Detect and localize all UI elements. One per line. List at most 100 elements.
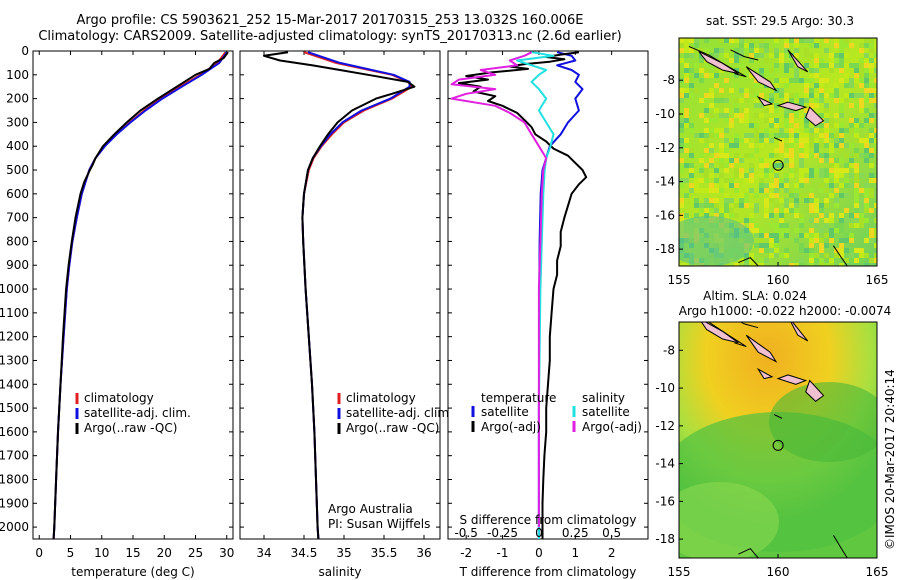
x-tick-label: 35.5 [371,546,398,560]
y-tick-label: -12 [655,419,675,433]
y-tick-label: -8 [663,343,675,357]
panel-2: 34 34.5 35 35.5 36 salinity climatologysatelli… [239,50,453,579]
x-axis-label: T difference from climatology [459,565,637,579]
legend-label: climatology [346,391,416,405]
coastline [832,535,848,558]
plot-frame [239,50,441,540]
x-tick-label: 160 [767,565,790,579]
y-tick-label: 500 [6,163,29,177]
x-tick-label: 0 [35,546,43,560]
y-tick-label: 900 [6,258,29,272]
x-tick-label: 5 [67,546,75,560]
y-tick-label: 1900 [0,496,29,510]
y-tick-label: 1300 [0,353,29,367]
x-tick-label: 10 [94,546,109,560]
island-shape [745,66,778,92]
legend-label: climatology [84,391,154,405]
legend-label: satellite-adj. clim. [346,406,453,420]
secondary-tick-label: 0 [535,526,543,540]
map-sla-subtitle: Argo h1000: -0.022 h2000: -0.0074 [679,304,892,318]
island-shape [805,379,825,402]
island-shape [787,49,809,73]
series-line-salinity-argo-adj [450,51,548,528]
y-tick-label: -14 [655,457,675,471]
x-tick-label: 1 [571,546,579,560]
legend-label: satellite-adj. clim. [84,406,191,420]
coastline [832,245,848,266]
x-tick-label: 25 [188,546,203,560]
x-tick-label: -1 [497,546,509,560]
legend-label: Argo(-adj) [582,420,642,434]
y-tick-label: 1100 [0,306,29,320]
y-tick-label: 1000 [0,282,29,296]
legend-label: satellite [582,405,630,419]
sla-low [769,382,877,462]
island-shape [773,137,783,142]
y-tick-label: 1700 [0,449,29,463]
x-tick-label: 0 [535,546,543,560]
legend-label: Argo(..raw -QC) [84,421,177,435]
y-tick-label: 1800 [0,472,29,486]
legend-header: temperature [481,391,556,405]
island-shape [773,414,783,419]
copyright-label: ©IMOS 20-Mar-2017 20:40:14 [883,369,897,550]
argo-float-marker [772,159,784,171]
annotation-line: PI: Susan Wijffels [328,517,430,531]
x-tick-label: 34 [256,546,271,560]
legend-header: salinity [582,391,625,405]
island-shape [745,334,778,363]
coastline [738,257,759,266]
figure-title-line-2: Climatology: CARS2009. Satellite-adjuste… [38,29,622,44]
island-shape [790,322,809,342]
legend-label: satellite [481,405,529,419]
y-tick-label: 600 [6,187,29,201]
x-axis-label: temperature (deg C) [71,565,194,579]
secondary-tick-label: 0.25 [562,526,589,540]
y-tick-label: 1200 [0,330,29,344]
annotation-line: Argo Australia [328,502,413,516]
x-tick-label: 30 [219,546,234,560]
y-tick-label: 2000 [0,520,29,534]
plot-frame [447,50,649,540]
y-tick-label: 700 [6,211,29,225]
map-sla: 155 160 165 -8 -10 -12 -14 -16 -18 [655,321,888,579]
map-sst: 155 160 165 -8 -10 -12 -14 -16 -18 [655,37,889,287]
map-field [679,38,877,266]
panel-3: -2 -1 0 1 2 T difference from climatology temp… [447,50,649,579]
y-tick-label: 1400 [0,377,29,391]
panel-1: 0100200300400500600700800900100011001200… [0,44,234,579]
x-tick-label: 36 [416,546,431,560]
y-tick-label: 200 [6,92,29,106]
y-tick-label: -10 [655,381,675,395]
figure-title-line-1: Argo profile: CS 5903621_252 15-Mar-2017… [76,13,584,28]
y-tick-label: 300 [6,115,29,129]
x-tick-label: -2 [460,546,472,560]
x-tick-label: 165 [866,273,889,287]
secondary-axis-label: S difference from climatology [460,513,637,527]
y-tick-label: -10 [655,107,675,121]
x-axis-label: salinity [318,565,361,579]
y-tick-label: 1500 [0,401,29,415]
series-line-argo-raw-qc [52,51,229,540]
y-tick-label: -14 [655,175,675,189]
map-field [679,322,877,558]
y-tick-label: -8 [663,73,675,87]
y-tick-label: -16 [655,494,675,508]
map-sla-title: Altim. SLA: 0.024 [703,289,807,303]
secondary-tick-label: 0.5 [602,526,621,540]
x-tick-label: 155 [668,565,691,579]
legend-label: Argo(-adj) [481,420,541,434]
y-tick-label: -16 [655,208,675,222]
island-shape [756,95,774,107]
cool-patch [679,216,754,266]
sla-low [679,482,779,558]
island-shape [776,374,808,385]
map-sst-title: sat. SST: 29.5 Argo: 30.3 [706,14,854,28]
legend-label: Argo(..raw -QC) [346,421,439,435]
coastline [739,322,759,329]
x-tick-label: 155 [668,273,691,287]
x-tick-label: 15 [125,546,140,560]
coastline [738,547,759,558]
y-tick-label: -18 [655,242,675,256]
